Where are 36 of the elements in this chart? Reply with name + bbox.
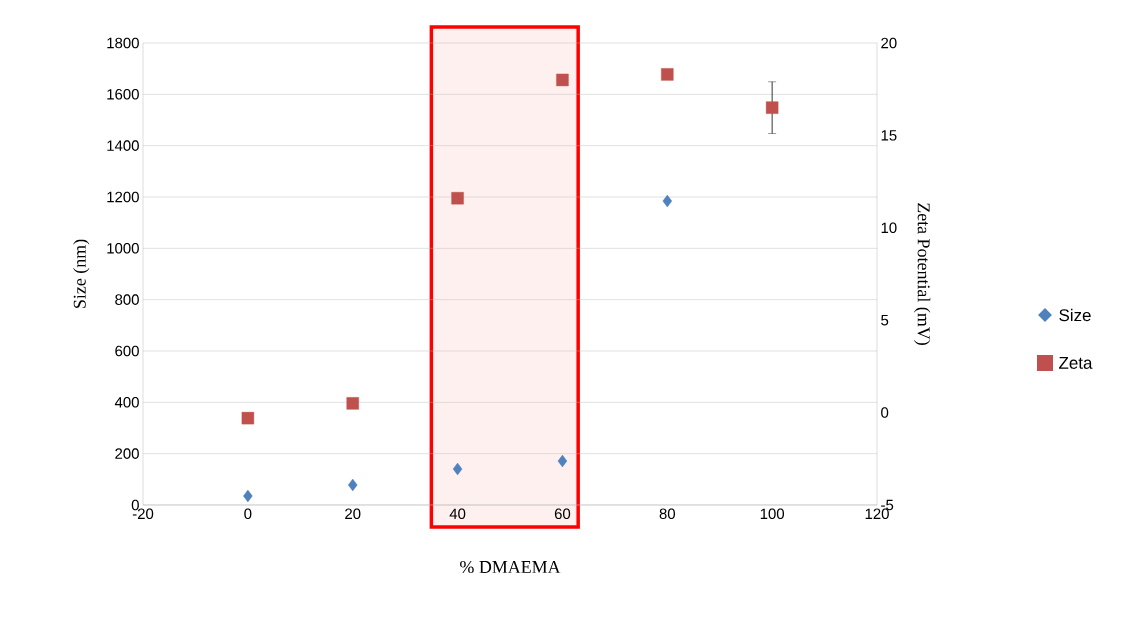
y2-tick-label: 0 [881,407,889,418]
y-tick-label: 1000 [107,243,139,254]
y2-tick-label: 20 [881,37,897,49]
y-tick-label: 1200 [107,191,139,203]
point [662,194,672,208]
y-tick-label: 800 [115,294,139,305]
point [452,462,463,476]
y-tick-label: 1400 [107,140,139,151]
point [348,478,358,492]
point [241,411,255,425]
x-tick-label: 40 [449,508,466,520]
y-axis-title: Size (nm) [73,239,90,308]
y-tick-label: 1600 [107,89,139,100]
legend-label: Zeta [1059,357,1093,369]
point [765,101,779,114]
point [556,73,569,87]
y2-tick-label: 15 [881,130,897,141]
y2-axis-title: Zeta Potential (mV) [914,203,931,345]
point [243,489,253,503]
point [451,192,464,205]
x-tick-label: 0 [244,508,252,520]
x-tick-label: 60 [554,508,571,520]
y-tick-label: 400 [114,397,139,408]
x-axis-title: % DMAEMA [460,560,561,574]
x-tick-label: 100 [760,508,785,520]
x-tick-label: 80 [659,508,676,520]
y-tick-label: 1800 [107,37,139,49]
y-tick-label: 600 [115,345,139,357]
x-tick-label: 20 [345,508,361,520]
y2-tick-label: 5 [881,314,889,326]
point [557,454,568,468]
point [661,68,674,81]
y2-tick-label: 10 [881,222,897,234]
legend-label: Size [1059,308,1091,322]
point [346,397,359,410]
y-tick-label: 200 [115,448,139,459]
